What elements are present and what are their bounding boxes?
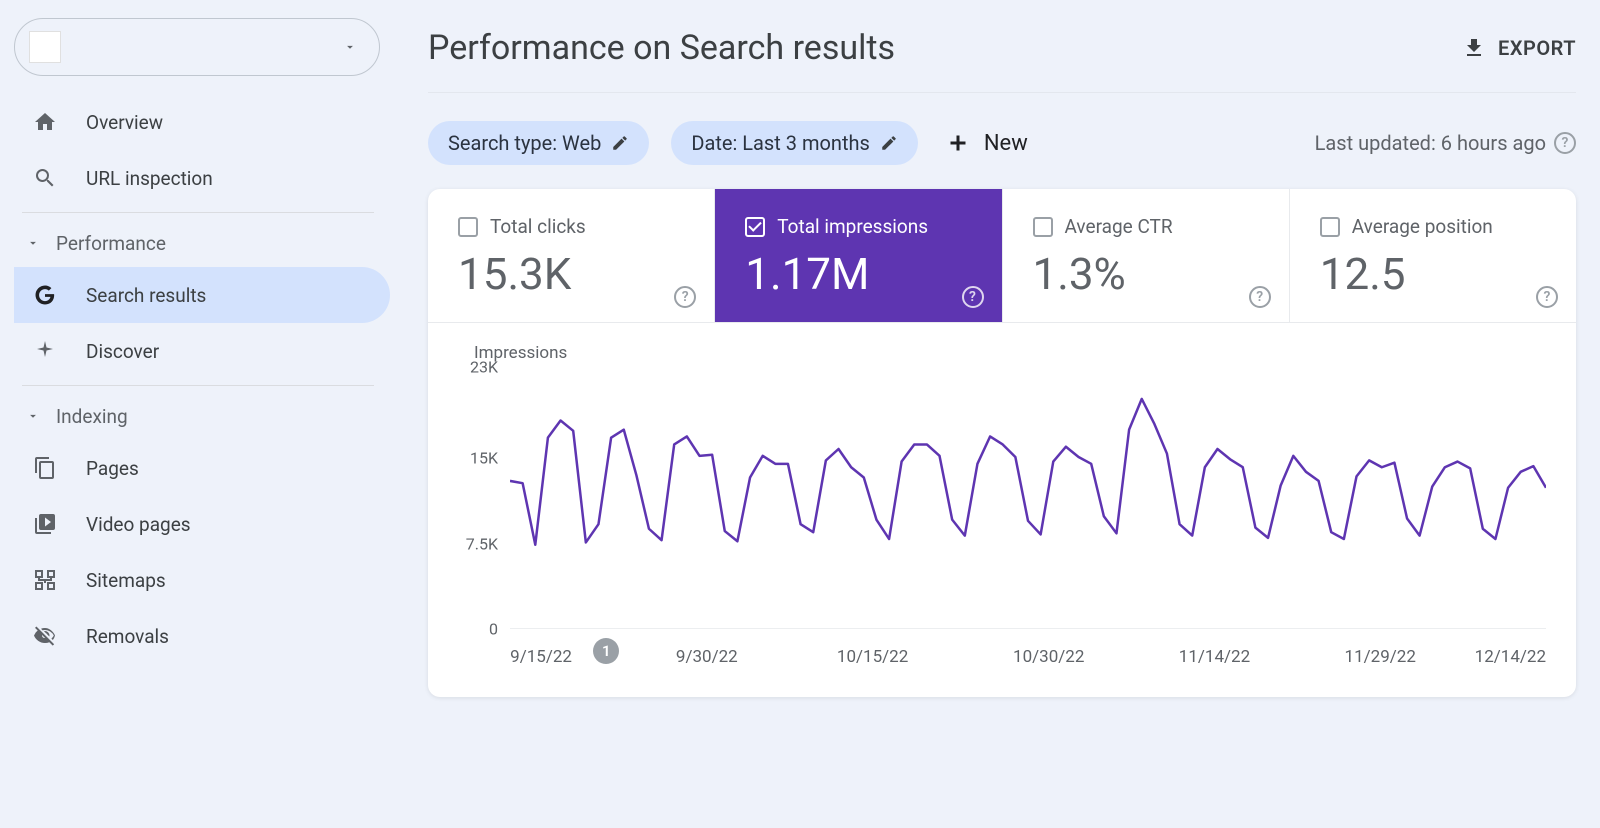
chart-area: 07.5K15K23K 1 9/15/229/30/2210/15/2210/3… — [450, 367, 1546, 677]
help-icon[interactable]: ? — [1554, 132, 1576, 154]
sidebar-item-removals[interactable]: Removals — [14, 608, 390, 664]
chevron-down-icon — [26, 236, 40, 250]
help-icon[interactable]: ? — [1249, 286, 1271, 308]
plus-icon — [946, 131, 970, 155]
video-icon — [32, 511, 58, 537]
edit-icon — [611, 134, 629, 152]
y-tick-label: 15K — [470, 449, 498, 468]
metric-value: 1.3% — [1033, 248, 1259, 300]
home-icon — [32, 109, 58, 135]
checkbox-icon — [1320, 217, 1340, 237]
sidebar-item-search-results[interactable]: Search results — [14, 267, 390, 323]
x-tick-label: 9/30/22 — [676, 647, 738, 667]
metric-card[interactable]: Average CTR 1.3%? — [1002, 189, 1289, 322]
help-icon[interactable]: ? — [962, 286, 984, 308]
checkbox-icon — [458, 217, 478, 237]
new-filter-button[interactable]: New — [946, 131, 1028, 156]
chip-search-type[interactable]: Search type: Web — [428, 121, 649, 165]
section-header-performance[interactable]: Performance — [14, 219, 390, 267]
x-tick-label: 11/14/22 — [1179, 647, 1250, 667]
chart-container: Impressions 0 7.5K 15K 23K 1 9/15/22 9/30/22… — [428, 323, 1576, 697]
chevron-down-icon — [343, 40, 357, 54]
x-tick-label: 10/15/22 — [837, 647, 908, 667]
download-icon — [1462, 36, 1486, 60]
sidebar-item-label: URL inspection — [86, 167, 213, 190]
metrics-row: Total clicks 15.3K? Total impressions 1.17M… — [428, 189, 1576, 323]
sidebar-item-pages[interactable]: Pages — [14, 440, 390, 496]
sidebar-item-label: Sitemaps — [86, 569, 166, 592]
x-axis-labels: 9/15/22 9/30/22 10/15/22 10/30/22 11/14/22 11… — [510, 647, 1546, 677]
sidebar-item-label: Video pages — [86, 513, 191, 536]
sidebar-item-sitemaps[interactable]: Sitemaps — [14, 552, 390, 608]
google-icon — [32, 282, 58, 308]
metric-card[interactable]: Average position 12.5? — [1289, 189, 1576, 322]
metric-value: 15.3K — [458, 248, 684, 300]
y-tick-label: 7.5K — [466, 534, 498, 553]
search-icon — [32, 165, 58, 191]
sidebar-item-discover[interactable]: Discover — [14, 323, 390, 379]
export-label: EXPORT — [1498, 36, 1576, 60]
sidebar-item-label: Removals — [86, 625, 169, 648]
sitemap-icon — [32, 567, 58, 593]
chevron-down-icon — [26, 409, 40, 423]
new-filter-label: New — [984, 131, 1028, 156]
property-thumbnail — [29, 31, 61, 63]
sidebar-item-url-inspection[interactable]: URL inspection — [14, 150, 390, 206]
y-tick-label: 23K — [470, 358, 498, 377]
metric-value: 12.5 — [1320, 248, 1546, 300]
help-icon[interactable]: ? — [1536, 286, 1558, 308]
edit-icon — [880, 134, 898, 152]
sidebar: Overview URL inspection Performance Sear… — [0, 0, 400, 828]
divider — [22, 212, 374, 213]
performance-card: Total clicks 15.3K? Total impressions 1.17M… — [428, 189, 1576, 697]
chip-label: Date: Last 3 months — [691, 131, 870, 155]
x-tick-label: 11/29/22 — [1345, 647, 1416, 667]
metric-label: Average CTR — [1065, 215, 1173, 238]
x-tick-label: 10/30/22 — [1013, 647, 1084, 667]
visibility-off-icon — [32, 623, 58, 649]
section-header-indexing[interactable]: Indexing — [14, 392, 390, 440]
chip-label: Search type: Web — [448, 131, 601, 155]
export-button[interactable]: EXPORT — [1462, 36, 1576, 60]
metric-value: 1.17M — [745, 248, 971, 300]
metric-card[interactable]: Total impressions 1.17M? — [714, 189, 1001, 322]
y-axis-labels: 07.5K15K23K — [450, 367, 504, 629]
checkbox-icon — [745, 217, 765, 237]
asterisk-icon — [32, 338, 58, 364]
x-tick-label: 9/15/22 — [510, 647, 572, 667]
y-tick-label: 0 — [489, 620, 498, 639]
chart-title: Impressions — [474, 343, 1546, 363]
metric-label: Total clicks — [490, 215, 586, 238]
sidebar-item-label: Overview — [86, 111, 163, 134]
page-title: Performance on Search results — [428, 28, 895, 68]
section-title: Indexing — [56, 405, 128, 428]
metric-label: Average position — [1352, 215, 1493, 238]
help-icon[interactable]: ? — [674, 286, 696, 308]
checkbox-icon — [1033, 217, 1053, 237]
x-tick-label: 12/14/22 — [1475, 647, 1546, 667]
property-selector[interactable] — [14, 18, 380, 76]
last-updated: Last updated: 6 hours ago ? — [1315, 131, 1576, 155]
divider — [22, 385, 374, 386]
metric-card[interactable]: Total clicks 15.3K? — [428, 189, 714, 322]
sidebar-item-label: Search results — [86, 284, 206, 307]
metric-label: Total impressions — [777, 215, 928, 238]
sidebar-item-label: Discover — [86, 340, 159, 363]
chart-svg — [510, 367, 1546, 629]
pages-icon — [32, 455, 58, 481]
sidebar-item-overview[interactable]: Overview — [14, 94, 390, 150]
sidebar-item-video-pages[interactable]: Video pages — [14, 496, 390, 552]
page-header: Performance on Search results EXPORT — [428, 28, 1576, 93]
section-title: Performance — [56, 232, 166, 255]
filter-row: Search type: Web Date: Last 3 months New… — [428, 93, 1576, 189]
chart-plot[interactable]: 1 — [510, 367, 1546, 629]
main-content: Performance on Search results EXPORT Sea… — [400, 0, 1600, 828]
chip-date[interactable]: Date: Last 3 months — [671, 121, 918, 165]
sidebar-item-label: Pages — [86, 457, 139, 480]
last-updated-text: Last updated: 6 hours ago — [1315, 131, 1546, 155]
